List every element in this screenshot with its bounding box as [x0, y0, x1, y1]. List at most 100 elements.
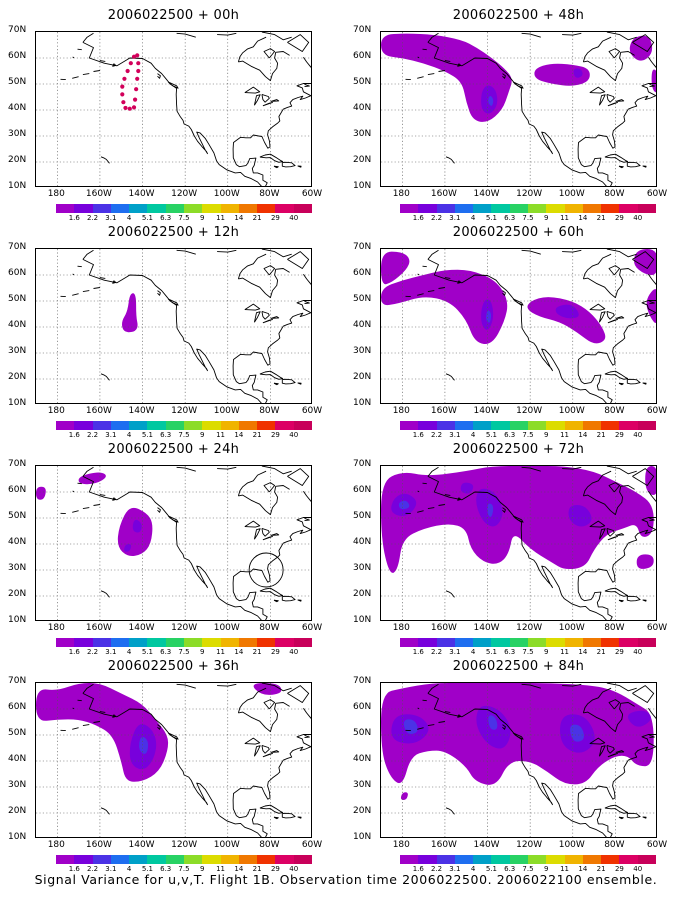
colorbar-segment	[473, 638, 492, 647]
colorbar-segment	[257, 204, 276, 213]
longitude-label: 140W	[128, 840, 155, 850]
longitude-label: 80W	[259, 623, 280, 633]
coastline	[589, 737, 606, 745]
coastline	[100, 156, 110, 164]
coastline	[606, 466, 637, 475]
latitude-label: 70N	[353, 459, 372, 469]
coastline	[304, 517, 310, 522]
colorbar-segment	[454, 204, 474, 213]
longitude-label: 160W	[85, 623, 112, 633]
colorbar-segment	[564, 421, 583, 430]
colorbar-segment	[400, 204, 419, 213]
colorbar	[56, 855, 312, 864]
colorbar-segment	[436, 855, 455, 864]
colorbar-label: 4	[126, 865, 132, 873]
colorbar-segment	[165, 855, 184, 864]
colorbar-segment	[293, 855, 312, 864]
colorbar-segment	[436, 421, 455, 430]
latitude-label: 70N	[8, 25, 27, 35]
coastline	[445, 156, 455, 164]
longitude-label: 160W	[85, 840, 112, 850]
coastline	[261, 683, 292, 692]
coastline	[263, 265, 276, 276]
coastline	[77, 48, 82, 51]
colorbar-label: 7.5	[178, 214, 190, 222]
colorbar-segment	[275, 421, 294, 430]
coastline	[615, 533, 625, 536]
colorbar-segment	[183, 855, 203, 864]
coastline	[287, 685, 310, 703]
colorbar-label: 14	[578, 648, 588, 656]
variance-contour	[651, 69, 656, 93]
longitude-label: 180	[47, 623, 65, 633]
coastline	[261, 466, 292, 475]
colorbar-label: 3.1	[105, 431, 117, 439]
coastline	[606, 310, 615, 320]
map-plot-area	[35, 31, 312, 187]
latitude-label: 20N	[8, 155, 27, 165]
variance-contour	[487, 503, 494, 517]
latitude-label: 10N	[8, 181, 27, 191]
coastline	[632, 251, 655, 269]
colorbar-segment	[546, 204, 565, 213]
coastline	[93, 70, 100, 72]
colorbar-label: 9	[200, 214, 205, 222]
colorbar-label: 6.3	[504, 865, 516, 873]
coastline	[417, 490, 420, 493]
colorbar-label: 5.1	[485, 214, 497, 222]
latitude-label: 40N	[8, 537, 27, 547]
coastline	[112, 714, 117, 718]
latitude-label: 50N	[8, 728, 27, 738]
colorbar-segment	[238, 421, 258, 430]
coastline	[445, 373, 455, 381]
coastline	[427, 724, 435, 727]
colorbar-labels: 1.6 2.2 3.1 4 5.1 6.3 7.5 9 11 14 21 29 40	[56, 431, 312, 440]
colorbar-label: 1.6	[68, 648, 80, 656]
colorbar-segment	[183, 204, 203, 213]
colorbar-label: 1.6	[68, 865, 80, 873]
longitude-label: 120W	[171, 189, 198, 199]
colorbar-segment	[238, 855, 258, 864]
colorbar-label: 1.6	[412, 648, 424, 656]
coastline	[303, 707, 311, 719]
longitude-label: 120W	[516, 840, 543, 850]
panel-title: 2006022500 + 48h	[452, 8, 585, 23]
coastline	[72, 56, 75, 59]
colorbar-label: 40	[633, 214, 643, 222]
coastline	[438, 504, 445, 506]
flight-track-point	[131, 105, 137, 110]
latitude-label: 10N	[353, 832, 372, 842]
coastline	[512, 732, 524, 740]
coastline	[273, 816, 279, 820]
colorbar-segment	[436, 204, 455, 213]
variance-contour	[573, 68, 583, 78]
colorbar-segment	[129, 421, 148, 430]
colorbar-segment	[147, 421, 166, 430]
coastline	[606, 527, 615, 537]
longitude-label: 140W	[128, 623, 155, 633]
colorbar-segment	[110, 855, 130, 864]
colorbar-segment	[56, 638, 75, 647]
longitude-label: 160W	[85, 189, 112, 199]
coastline	[167, 732, 179, 740]
colorbar-label: 6.3	[504, 648, 516, 656]
colorbar-label: 6.3	[504, 431, 516, 439]
coastline	[598, 311, 606, 323]
colorbar-label: 11	[560, 214, 570, 222]
coastline	[262, 536, 273, 541]
colorbar-segment	[220, 204, 239, 213]
colorbar-segment	[454, 638, 474, 647]
colorbar-label: 40	[633, 865, 643, 873]
colorbar-segment	[400, 421, 419, 430]
colorbar-label: 14	[234, 431, 244, 439]
longitude-label: 120W	[171, 623, 198, 633]
colorbar-label: 6.3	[160, 214, 172, 222]
coastline	[427, 692, 656, 837]
flight-track-point	[135, 53, 140, 58]
longitude-label: 140W	[128, 406, 155, 416]
colorbar-segment	[582, 204, 602, 213]
colorbar-label: 6.3	[160, 865, 172, 873]
coastline	[457, 497, 462, 501]
coastline	[237, 253, 267, 280]
colorbar-segment	[183, 638, 203, 647]
